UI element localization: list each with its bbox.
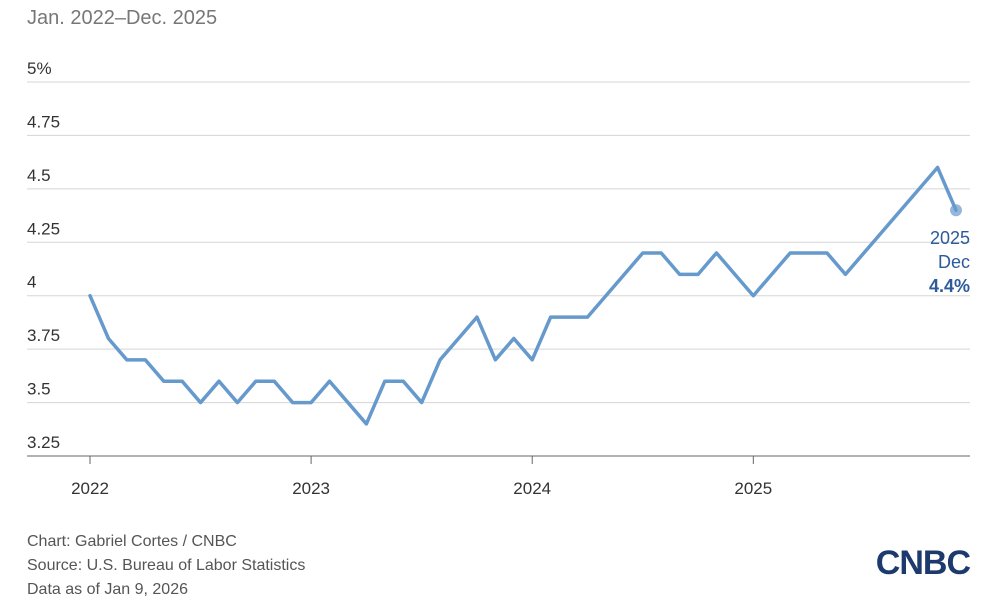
- x-tick-label: 2024: [513, 479, 551, 498]
- logo: CNBC: [876, 544, 971, 582]
- note: Data as of Jan 9, 2026: [27, 581, 188, 598]
- y-tick-label: 5%: [27, 59, 52, 78]
- credit: Chart: Gabriel Cortes / CNBC: [27, 533, 237, 550]
- x-tick-label: 2022: [71, 479, 109, 498]
- y-tick-label: 4.75: [27, 112, 60, 131]
- y-tick-label: 4.5: [27, 166, 51, 185]
- source: Source: U.S. Bureau of Labor Statistics: [27, 557, 305, 574]
- x-tick-label: 2023: [292, 479, 330, 498]
- annotation: 2025: [930, 228, 970, 248]
- x-tick-label: 2025: [734, 479, 772, 498]
- y-tick-label: 3.75: [27, 326, 60, 345]
- chart-subtitle: Jan. 2022–Dec. 2025: [27, 7, 217, 29]
- y-tick-label: 3.25: [27, 433, 60, 452]
- line: [88, 165, 958, 426]
- y-tick-label: 4.25: [27, 219, 60, 238]
- y-tick-label: 3.5: [27, 380, 51, 399]
- end-point: [950, 204, 962, 217]
- annotation: 4.4%: [929, 276, 970, 296]
- annotation: Dec: [938, 252, 970, 272]
- y-tick-label: 4: [27, 273, 36, 292]
